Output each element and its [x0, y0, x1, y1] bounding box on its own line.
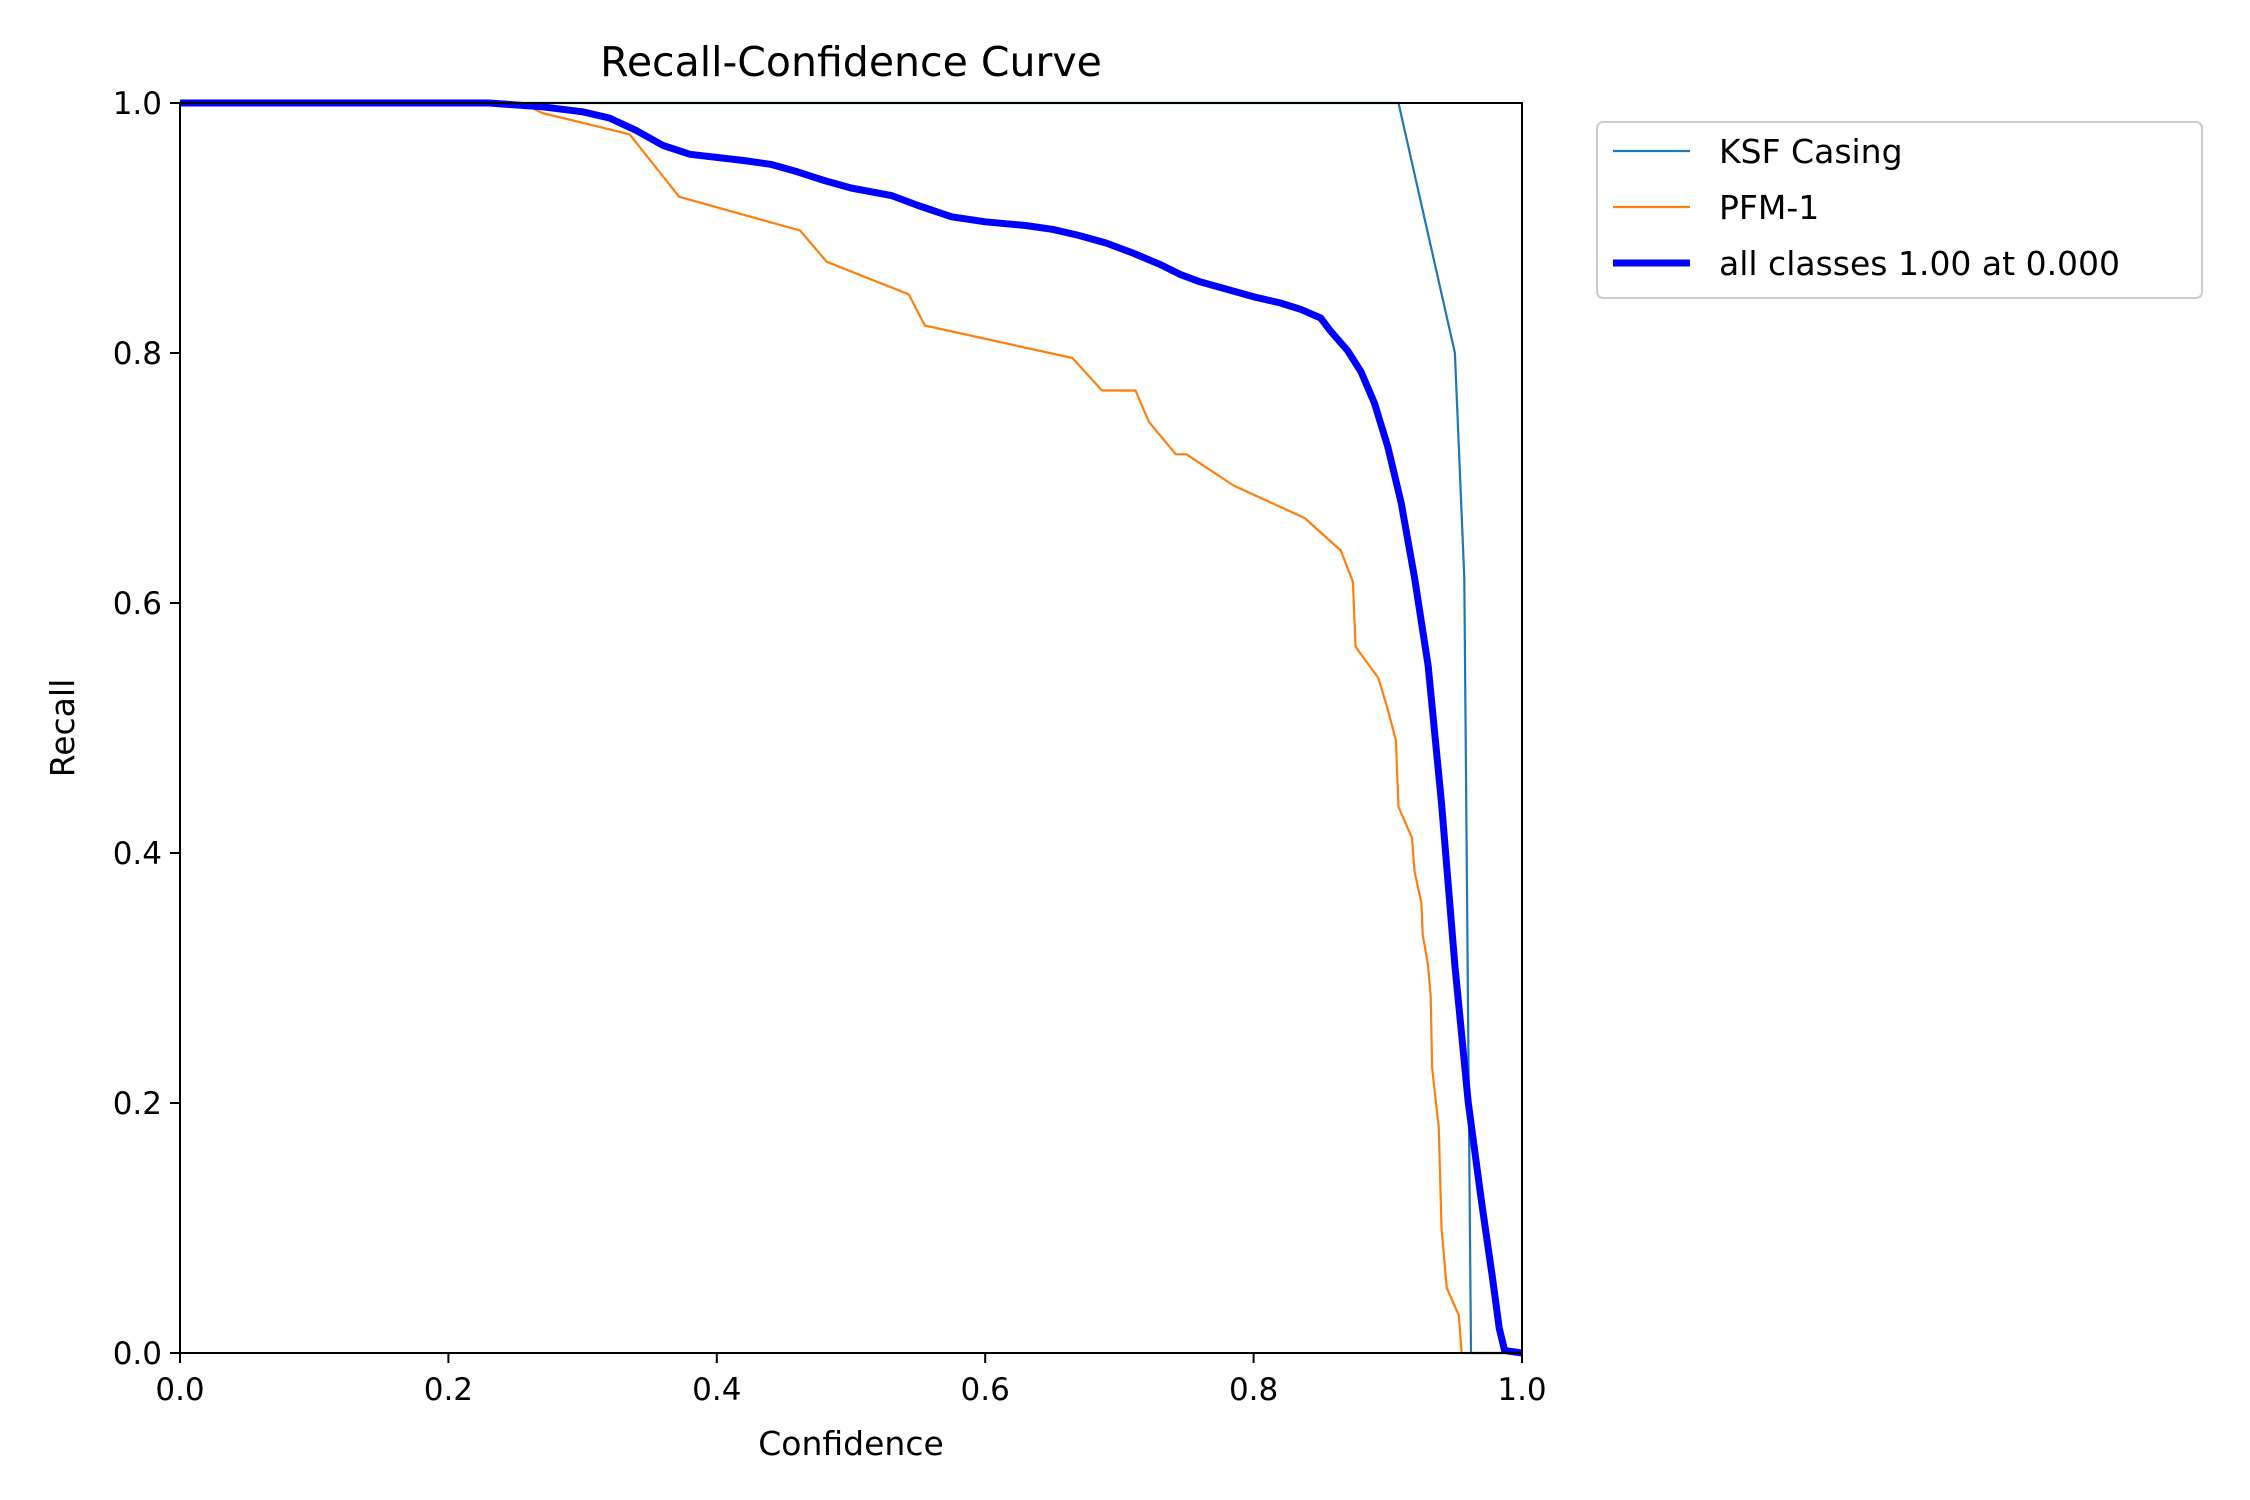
legend-items: KSF Casing PFM-1 all classes 1.00 at 0.000: [1613, 132, 2120, 283]
series-line-2: [180, 101, 1522, 1355]
y-tick-label: 0.6: [113, 586, 162, 622]
plot-frame: [179, 102, 1523, 1354]
x-axis-label: Confidence: [758, 1424, 944, 1463]
chart-title: Recall-Confidence Curve: [600, 38, 1102, 86]
x-tick-label: 1.0: [1497, 1372, 1546, 1408]
legend-frame: [1596, 121, 2203, 299]
x-tick-label: 0.4: [692, 1372, 741, 1408]
legend-label: all classes 1.00 at 0.000: [1719, 244, 2120, 283]
x-tick-label: 0.2: [424, 1372, 473, 1408]
y-tick-label: 0.0: [113, 1336, 162, 1372]
y-tick-label: 1.0: [113, 86, 162, 122]
series-line-3: [180, 99, 1522, 1357]
x-tick-label: 0.8: [1229, 1372, 1278, 1408]
x-axis: 0.0 0.2 0.4 0.6 0.8 1.0: [155, 1353, 1547, 1408]
y-tick-label: 0.4: [113, 836, 162, 872]
y-tick-label: 0.2: [113, 1086, 162, 1122]
legend-label: KSF Casing: [1719, 132, 1903, 171]
x-tick-label: 0.0: [155, 1372, 204, 1408]
y-axis-label: Recall: [43, 679, 82, 777]
y-axis: 0.0 0.2 0.4 0.6 0.8 1.0: [113, 86, 180, 1372]
y-tick-label: 0.8: [113, 336, 162, 372]
legend: KSF Casing PFM-1 all classes 1.00 at 0.000: [1596, 121, 2203, 299]
x-tick-label: 0.6: [961, 1372, 1010, 1408]
legend-label: PFM-1: [1719, 188, 1819, 227]
